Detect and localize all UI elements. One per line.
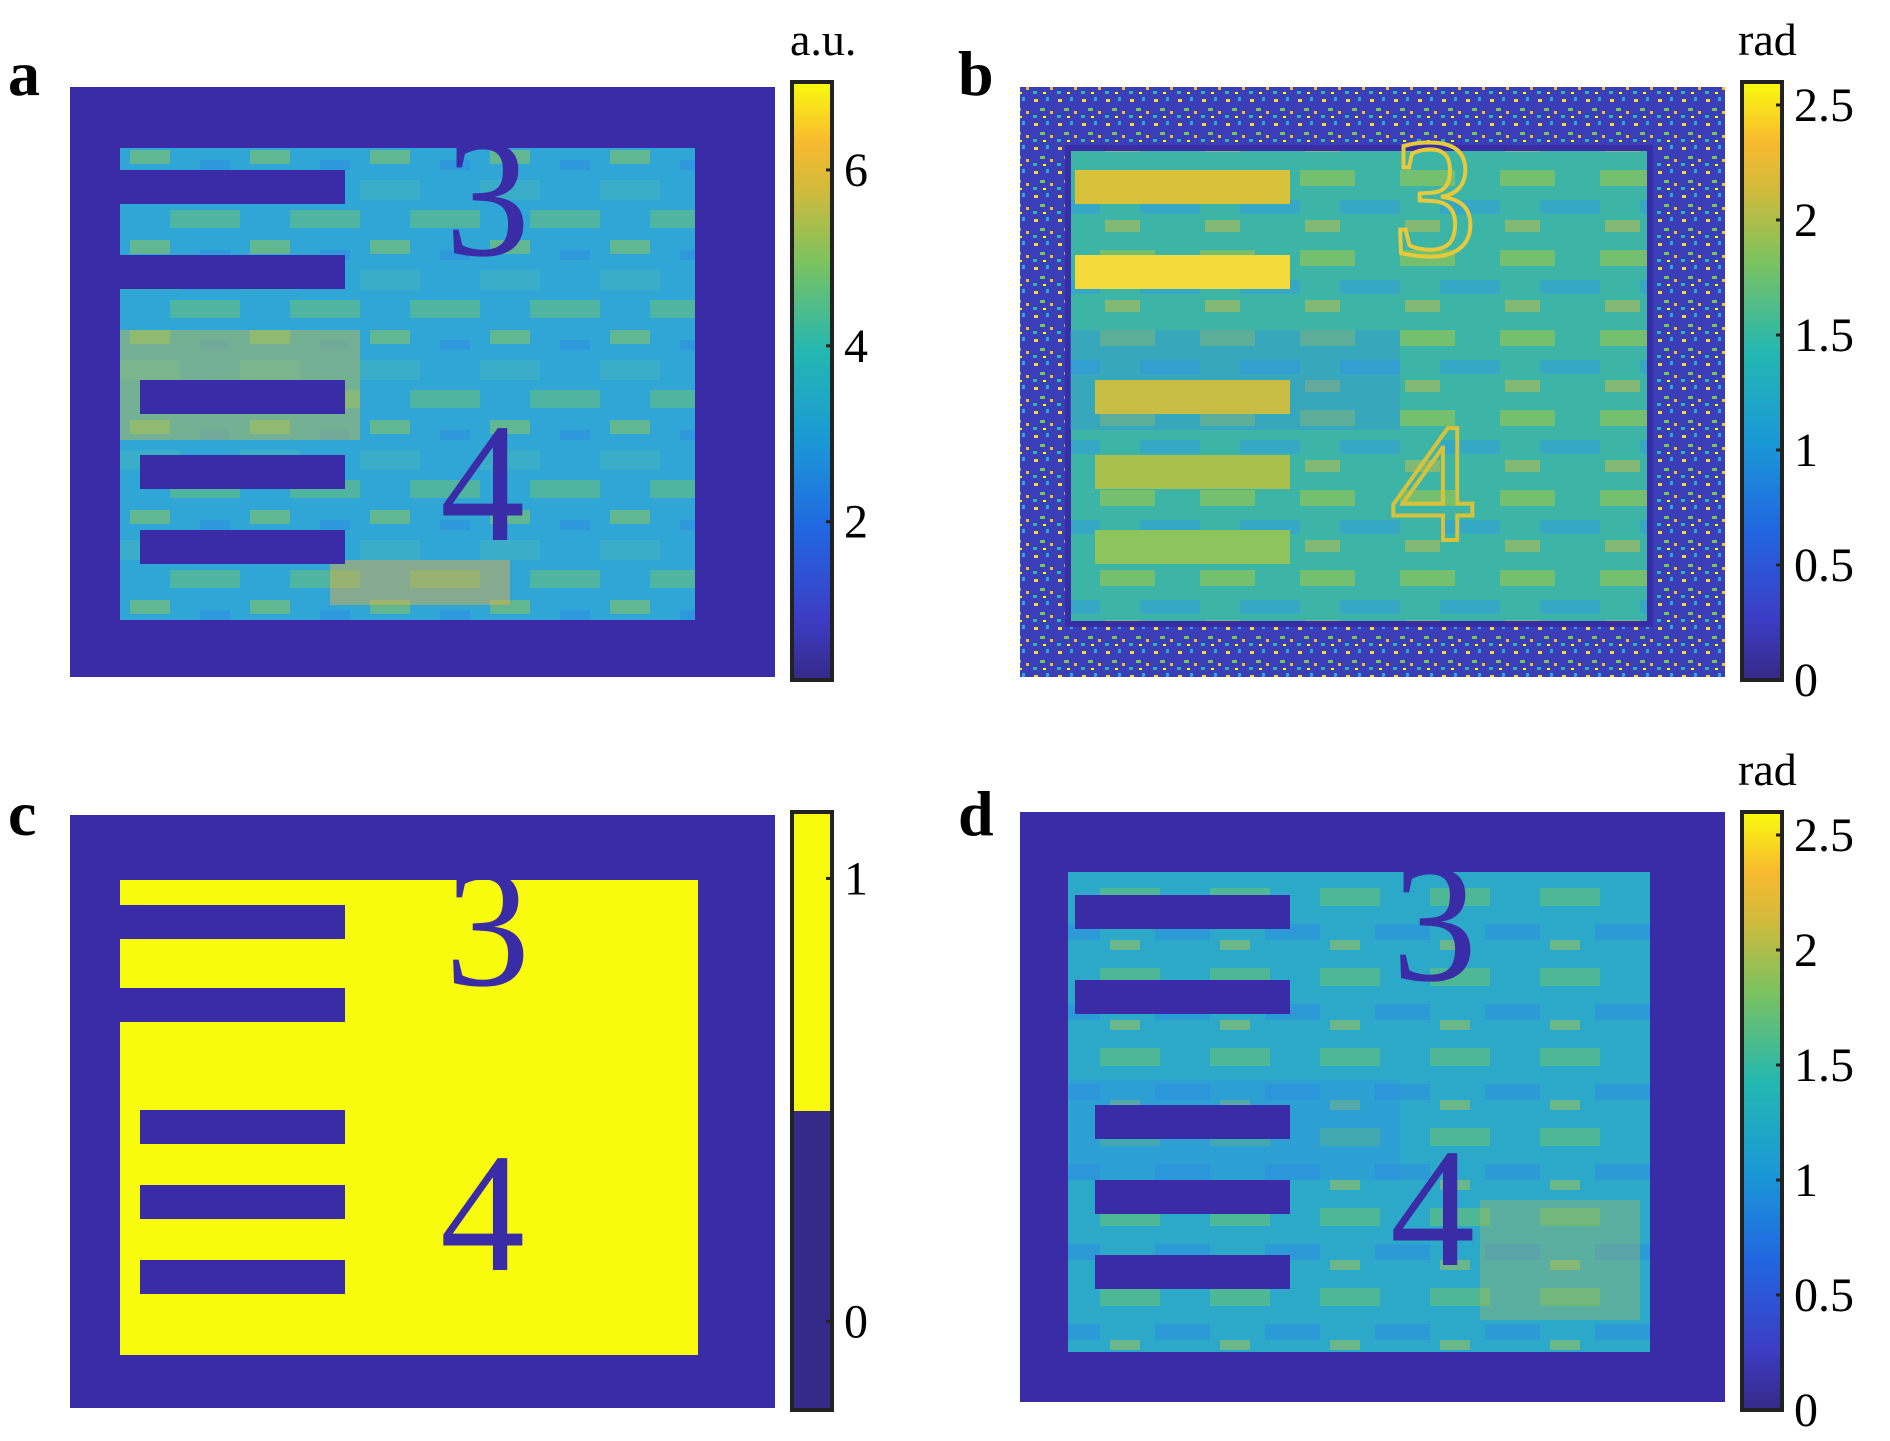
panel-letter: b — [958, 38, 994, 109]
colorbar-tick-label: 2 — [844, 496, 868, 549]
panel-letter: a — [8, 38, 40, 109]
colorbar-gradient — [790, 80, 834, 682]
colorbar-tick-label: 6 — [844, 144, 868, 197]
colorbar-tick-label: 0.5 — [1794, 539, 1854, 592]
colorbar-tick-label: 0 — [1794, 654, 1818, 707]
colorbar-tick-label: 0.5 — [1794, 1269, 1854, 1322]
colorbar-tick-label: 4 — [844, 320, 868, 373]
panel-d: d 3 4 rad 0 0.5 1 1.5 2 2.5 — [958, 744, 1854, 1437]
image-a: 3 4 — [70, 87, 775, 677]
colorbar-b: rad 0 0.5 1 1.5 2 2.5 — [1738, 14, 1854, 707]
digit-4: 4 — [1390, 389, 1475, 577]
colorbar-tick-label: 0 — [1794, 1384, 1818, 1437]
panel-letter: d — [958, 778, 994, 849]
colorbar-tick-label: 0 — [844, 1295, 868, 1348]
colorbar-c: 01 — [790, 810, 868, 1412]
digit-4: 4 — [1390, 1114, 1475, 1302]
image-b: 3 4 — [1020, 87, 1725, 677]
digit-3: 3 — [445, 104, 530, 292]
image-c: 3 4 — [70, 815, 775, 1408]
colorbar-tick-label: 2 — [1794, 924, 1818, 977]
colorbar-gradient — [1740, 810, 1784, 1412]
colorbar-unit: rad — [1738, 14, 1797, 65]
panel-b: b 3 4 rad 0 0.5 1 1.5 2 2.5 — [958, 14, 1854, 707]
colorbar-a: a.u. 2 4 6 — [790, 14, 868, 682]
digit-3: 3 — [1392, 829, 1477, 1017]
panel-a: a 3 4 a.u. 2 4 6 — [8, 14, 868, 682]
panel-c: c 3 4 01 — [8, 778, 868, 1412]
colorbar-tick-label: 2 — [1794, 194, 1818, 247]
colorbar-unit: rad — [1738, 744, 1797, 795]
digit-4: 4 — [440, 1119, 525, 1307]
image-d: 3 4 — [1020, 812, 1725, 1402]
colorbar-tick-label: 1 — [1794, 1154, 1818, 1207]
colorbar-tick-label: 1.5 — [1794, 1039, 1854, 1092]
colorbar-gradient — [1740, 80, 1784, 682]
panel-letter: c — [8, 778, 36, 849]
colorbar-tick-label: 2.5 — [1794, 809, 1854, 862]
colorbar-gradient — [790, 810, 834, 1412]
colorbar-tick-label: 1 — [844, 852, 868, 905]
digit-4: 4 — [440, 389, 525, 577]
colorbar-tick-label: 2.5 — [1794, 79, 1854, 132]
colorbar-unit: a.u. — [790, 14, 856, 65]
digit-3: 3 — [1392, 104, 1477, 292]
digit-3: 3 — [445, 834, 530, 1022]
colorbar-d: rad 0 0.5 1 1.5 2 2.5 — [1738, 744, 1854, 1437]
colorbar-tick-label: 1.5 — [1794, 309, 1854, 362]
colorbar-tick-label: 1 — [1794, 424, 1818, 477]
